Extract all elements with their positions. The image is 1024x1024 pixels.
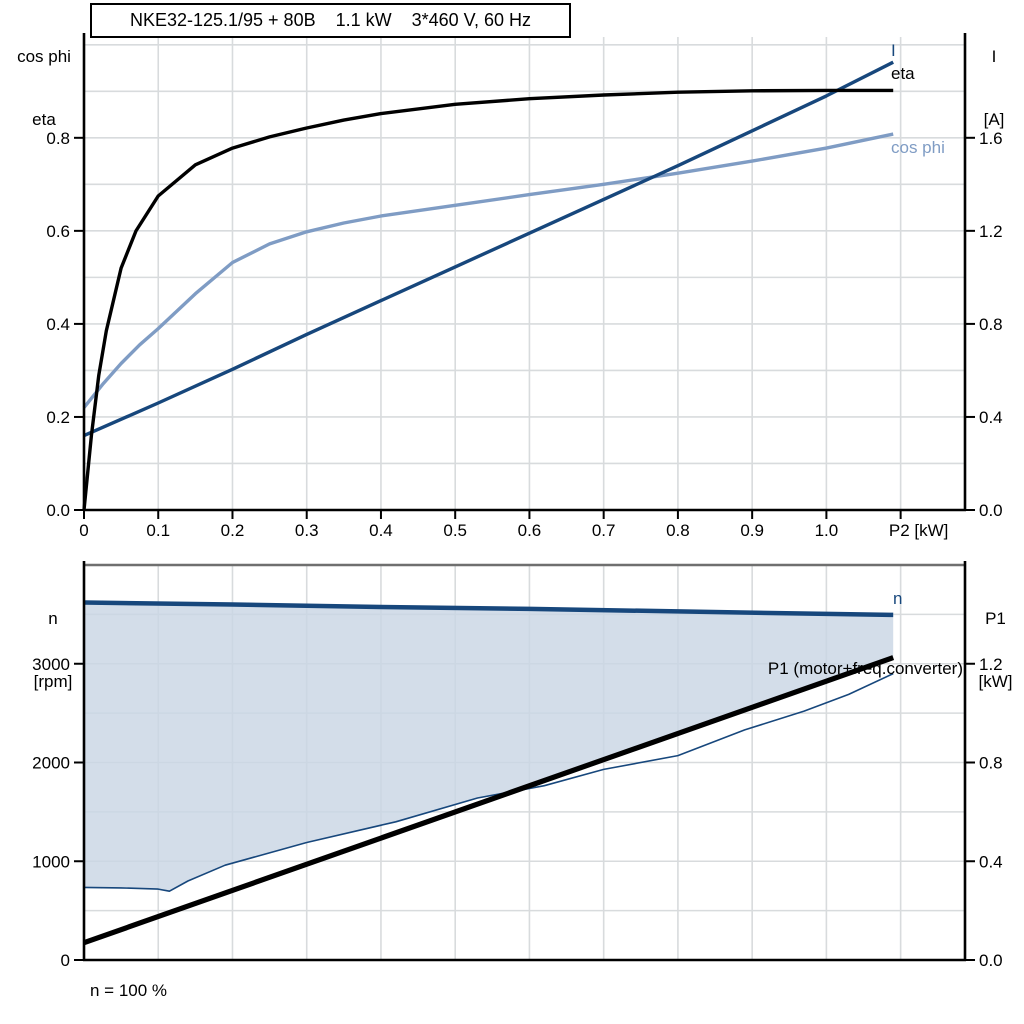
right-axis-tick-label: 0.0 bbox=[979, 951, 1003, 970]
left-axis-tick-label: 0.6 bbox=[46, 222, 70, 241]
right-axis-tick-label: 0.4 bbox=[979, 408, 1003, 427]
right-axis-tick-label: 1.2 bbox=[979, 655, 1003, 674]
n-curve bbox=[83, 600, 894, 618]
left-axis-tick-label: 1000 bbox=[32, 852, 70, 871]
right-axis-tick-label: 0.8 bbox=[979, 315, 1003, 334]
x-axis-tick-label: 0.7 bbox=[592, 521, 616, 540]
top-right-axis-label-line2: [A] bbox=[983, 110, 1005, 129]
top-left-axis-label-line1: cos phi bbox=[17, 47, 71, 66]
speed-range-band bbox=[84, 602, 894, 891]
cos-phi-curve-label: cos phi bbox=[891, 138, 945, 157]
bottom-left-axis-label-line1: n bbox=[48, 609, 58, 628]
right-axis-tick-label: 0.4 bbox=[979, 852, 1003, 871]
P1-curve bbox=[83, 655, 895, 946]
x-axis-tick-label: 0.3 bbox=[295, 521, 319, 540]
x-axis-tick-label: P2 [kW] bbox=[889, 521, 949, 540]
left-axis-tick-label: 3000 bbox=[32, 655, 70, 674]
current-curve-label: I bbox=[891, 41, 896, 60]
speed-footnote: n = 100 % bbox=[90, 981, 168, 1000]
right-axis-tick-label: 0.0 bbox=[979, 501, 1003, 520]
cos phi-curve bbox=[82, 132, 894, 409]
top-left-axis-label-line2: eta bbox=[32, 110, 56, 129]
bottom-left-axis-label-line2: [rpm] bbox=[33, 672, 73, 691]
bottom-right-axis-label-line1: P1 bbox=[985, 609, 1006, 628]
bottom-left-axis-label: n [rpm] bbox=[8, 566, 98, 734]
left-axis-tick-label: 0.2 bbox=[46, 408, 70, 427]
right-axis-tick-label: 1.2 bbox=[979, 222, 1003, 241]
x-axis-tick-label: 0.2 bbox=[221, 521, 245, 540]
left-axis-tick-label: 0.8 bbox=[46, 129, 70, 148]
right-axis-tick-label: 1.6 bbox=[979, 129, 1003, 148]
chart-title: NKE32-125.1/95 + 80B 1.1 kW 3*460 V, 60 … bbox=[129, 10, 532, 30]
bottom-right-axis-label-line2: [kW] bbox=[978, 672, 1013, 691]
x-axis-tick-label: 0.6 bbox=[518, 521, 542, 540]
chart-title-box: NKE32-125.1/95 + 80B 1.1 kW 3*460 V, 60 … bbox=[90, 3, 571, 38]
eta-curve bbox=[82, 88, 894, 511]
speed-curve-label: n bbox=[893, 589, 903, 608]
p1-curve-label: P1 (motor+freq.converter) bbox=[767, 659, 963, 678]
top-left-axis-label: cos phi eta bbox=[0, 4, 88, 172]
x-axis-tick-label: 0.4 bbox=[369, 521, 393, 540]
x-axis-tick-label: 1.0 bbox=[815, 521, 839, 540]
left-axis-tick-label: 2000 bbox=[32, 754, 70, 773]
left-axis-tick-label: 0 bbox=[61, 951, 70, 970]
I-curve bbox=[83, 60, 894, 438]
top-right-axis-label-line1: I bbox=[991, 47, 997, 66]
left-axis-tick-label: 0.4 bbox=[46, 315, 70, 334]
eta-curve-label: eta bbox=[891, 64, 915, 83]
n-min-curve bbox=[83, 672, 894, 893]
bottom-right-axis-label: P1 [kW] bbox=[967, 566, 1024, 734]
x-axis-tick-label: 0.8 bbox=[666, 521, 690, 540]
x-axis-tick-label: 0.1 bbox=[146, 521, 170, 540]
x-axis-tick-label: 0.9 bbox=[740, 521, 764, 540]
top-right-axis-label: I [A] bbox=[965, 4, 1023, 172]
x-axis-tick-label: 0.5 bbox=[443, 521, 467, 540]
left-axis-tick-label: 0.0 bbox=[46, 501, 70, 520]
x-axis-tick-label: 0 bbox=[79, 521, 88, 540]
right-axis-tick-label: 0.8 bbox=[979, 754, 1003, 773]
